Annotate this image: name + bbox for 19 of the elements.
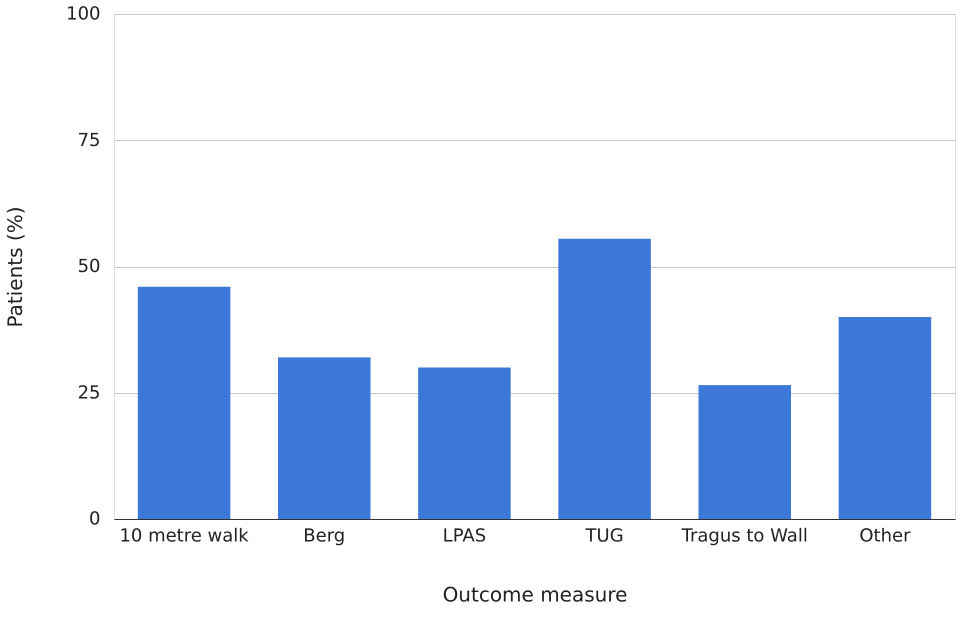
x-tick-label: TUG xyxy=(584,526,624,546)
bar xyxy=(278,357,371,519)
y-tick-label: 50 xyxy=(78,256,100,277)
y-tick-label: 100 xyxy=(66,4,100,24)
y-tick-label: 75 xyxy=(78,130,100,151)
y-axis-title: Patients (%) xyxy=(3,206,28,328)
x-tick-label: LPAS xyxy=(442,526,486,546)
y-tick-label: 0 xyxy=(89,508,100,530)
bar xyxy=(558,238,651,519)
x-axis-title: Outcome measure xyxy=(442,582,628,606)
bar xyxy=(138,286,230,519)
y-tick-label: 25 xyxy=(78,382,100,404)
x-tick-label: 10 metre walk xyxy=(119,526,250,546)
x-tick-label: Berg xyxy=(303,526,346,546)
x-tick-label: Other xyxy=(859,526,912,546)
x-tick-label: Tragus to Wall xyxy=(680,526,808,546)
bar xyxy=(698,385,792,519)
bar xyxy=(418,368,511,519)
bar xyxy=(838,317,932,519)
